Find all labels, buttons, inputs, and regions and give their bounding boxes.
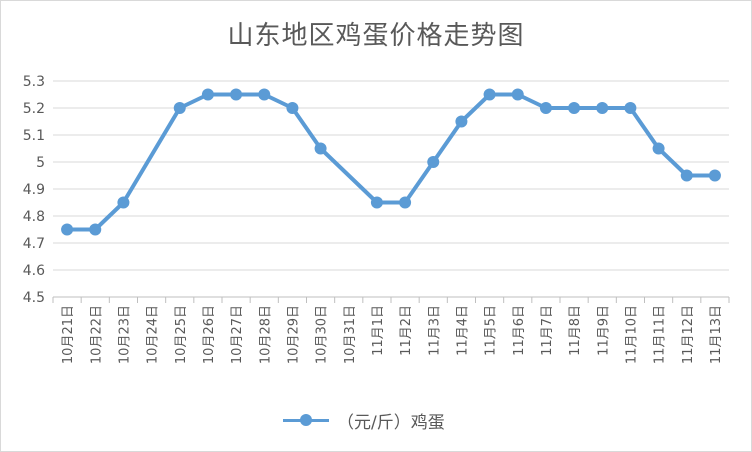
x-tick-label: 11月6日 <box>512 305 527 356</box>
legend: （元/斤）鸡蛋 <box>283 408 445 433</box>
x-tick-label: 10月25日 <box>174 305 189 364</box>
data-point <box>61 223 74 236</box>
x-tick-label: 11月11日 <box>653 305 668 364</box>
data-point <box>680 169 693 182</box>
x-tick-label: 10月21日 <box>61 305 76 364</box>
x-tick-label: 11月13日 <box>709 305 724 364</box>
data-point <box>511 88 524 101</box>
data-point <box>258 88 271 101</box>
x-tick-label: 10月22日 <box>89 305 104 364</box>
x-tick-label: 10月23日 <box>117 305 132 364</box>
data-point <box>483 88 496 101</box>
data-point <box>117 196 130 209</box>
data-point <box>568 102 581 114</box>
y-tick-label: 5.2 <box>23 101 45 117</box>
x-tick-label: 11月10日 <box>624 305 639 364</box>
x-tick-label: 10月29日 <box>286 305 301 364</box>
x-tick-label: 11月8日 <box>568 305 583 356</box>
y-tick-label: 5 <box>36 155 45 171</box>
data-point <box>89 223 102 236</box>
y-tick-label: 4.6 <box>23 263 45 279</box>
y-tick-label: 5.3 <box>23 74 45 90</box>
x-tick-label: 10月27日 <box>230 305 245 364</box>
x-tick-label: 10月31日 <box>343 305 358 364</box>
chart-title: 山东地区鸡蛋价格走势图 <box>227 21 525 51</box>
x-tick-label: 10月24日 <box>146 305 161 364</box>
x-tick-label: 11月7日 <box>540 305 555 356</box>
x-tick-label: 10月28日 <box>258 305 273 364</box>
x-tick-label: 10月30日 <box>315 305 330 364</box>
y-tick-label: 4.8 <box>23 209 45 225</box>
data-point <box>173 102 186 114</box>
x-tick-label: 11月4日 <box>455 305 470 356</box>
data-point <box>708 169 721 182</box>
y-tick-label: 4.9 <box>23 182 45 198</box>
data-point <box>455 115 468 128</box>
data-point <box>230 88 243 101</box>
x-tick-label: 11月9日 <box>596 305 611 356</box>
y-tick-label: 4.5 <box>23 290 45 306</box>
legend-line-marker <box>283 408 329 432</box>
x-tick-label: 11月1日 <box>371 305 386 356</box>
data-point <box>399 196 412 209</box>
x-tick-label: 11月2日 <box>399 305 414 356</box>
x-tick-label: 10月26日 <box>202 305 217 364</box>
data-point <box>624 102 637 114</box>
y-tick-label: 4.7 <box>23 236 45 252</box>
data-point <box>539 102 552 114</box>
legend-label: （元/斤）鸡蛋 <box>337 412 445 433</box>
data-point <box>286 102 299 114</box>
x-tick-label: 11月12日 <box>681 305 696 364</box>
data-point <box>596 102 609 114</box>
data-point <box>427 156 440 168</box>
data-point <box>201 88 214 101</box>
data-point <box>652 142 665 155</box>
y-tick-label: 5.1 <box>23 128 45 144</box>
x-tick-label: 11月5日 <box>484 305 499 356</box>
data-point <box>370 196 383 209</box>
data-point <box>314 142 327 155</box>
x-tick-label: 11月3日 <box>427 305 442 356</box>
